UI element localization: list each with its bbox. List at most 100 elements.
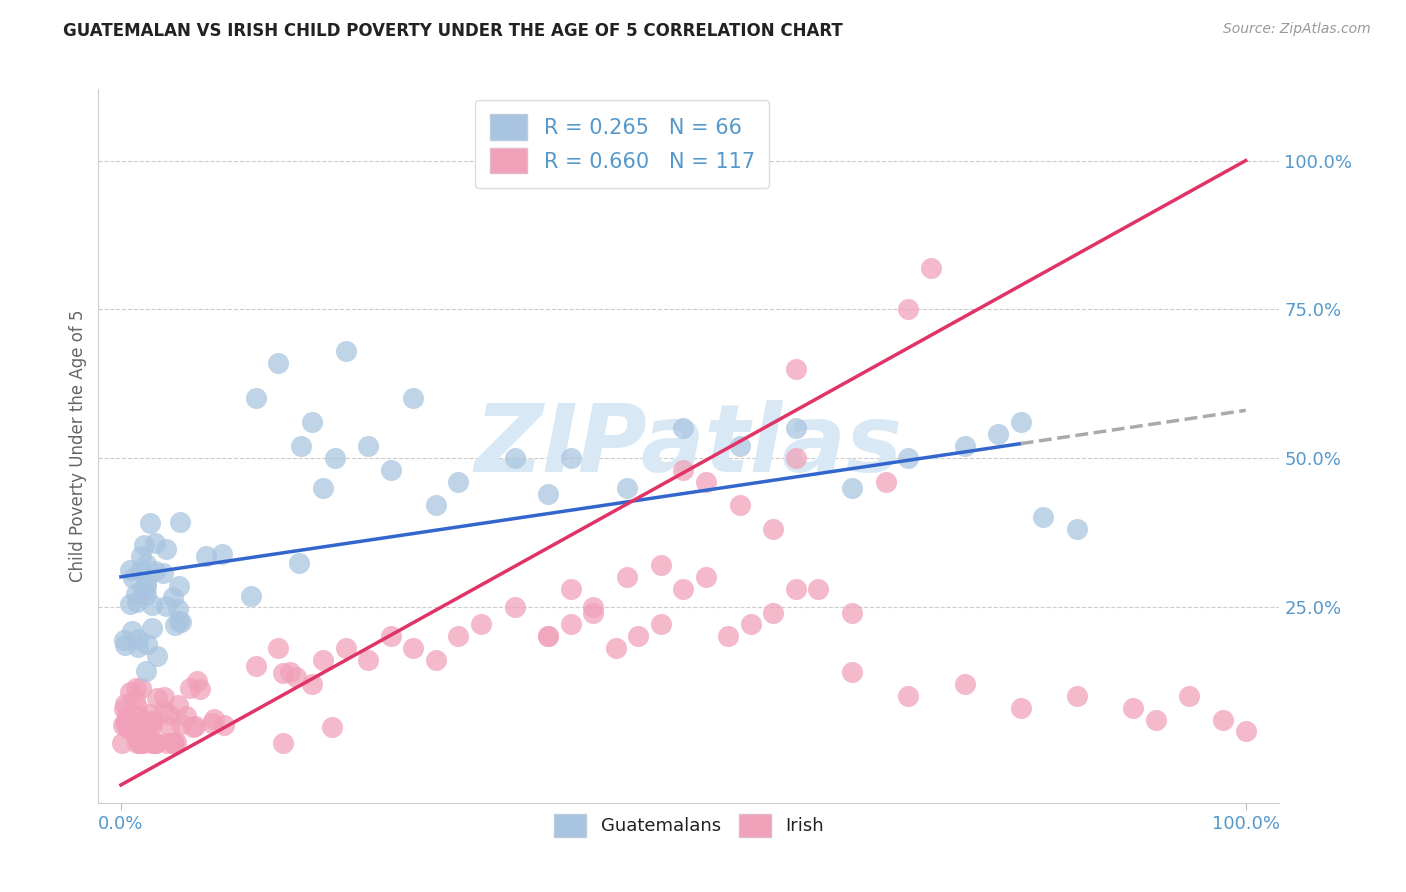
Point [124,692,146,706]
Point [118,685,141,699]
Point [650,558,672,572]
Point [129,549,152,564]
Point [447,629,470,643]
Point [1032,510,1054,524]
Point [717,629,740,643]
Point [582,599,605,614]
Point [127,632,149,647]
Point [135,576,157,591]
Point [141,718,163,732]
Point [121,714,143,729]
Point [841,665,863,679]
Point [146,691,169,706]
Point [165,735,187,749]
Point [402,392,425,406]
Point [537,629,560,643]
Point [135,580,157,594]
Point [897,450,920,465]
Point [1178,689,1201,703]
Point [117,714,139,728]
Point [129,736,152,750]
Point [245,392,267,406]
Text: ZIPatlas: ZIPatlas [475,400,903,492]
Point [287,556,309,570]
Point [129,730,152,744]
Point [785,421,807,435]
Point [202,712,225,726]
Point [290,439,312,453]
Point [1234,724,1257,739]
Point [357,439,380,453]
Point [728,439,751,453]
Point [179,681,201,695]
Point [616,570,638,584]
Point [211,547,233,561]
Point [139,714,162,728]
Point [138,729,160,743]
Point [201,715,224,730]
Point [537,629,560,643]
Point [582,606,605,620]
Point [785,361,807,376]
Point [135,588,157,602]
Point [301,415,323,429]
Point [470,617,492,632]
Point [162,591,184,605]
Point [111,718,134,732]
Point [380,463,402,477]
Point [425,499,447,513]
Point [143,736,166,750]
Point [312,653,335,667]
Point [121,571,143,585]
Point [114,638,136,652]
Point [118,563,141,577]
Point [127,724,149,739]
Point [186,673,208,688]
Point [560,582,582,596]
Point [122,716,145,731]
Point [134,718,156,732]
Point [156,736,179,750]
Point [152,566,174,580]
Point [174,708,197,723]
Point [335,641,357,656]
Text: GUATEMALAN VS IRISH CHILD POVERTY UNDER THE AGE OF 5 CORRELATION CHART: GUATEMALAN VS IRISH CHILD POVERTY UNDER … [63,22,844,40]
Point [271,736,294,750]
Point [162,736,184,750]
Point [181,721,204,735]
Point [183,719,205,733]
Point [143,564,166,578]
Point [447,475,470,489]
Point [728,499,751,513]
Point [145,736,167,750]
Point [1066,689,1088,703]
Point [120,717,142,731]
Point [142,736,165,750]
Point [142,714,165,728]
Point [111,736,134,750]
Point [128,564,150,578]
Point [117,709,139,723]
Point [141,621,163,635]
Point [271,665,294,680]
Point [195,549,218,563]
Point [672,421,695,435]
Point [897,689,920,703]
Point [357,653,380,667]
Point [134,736,156,750]
Point [132,727,155,741]
Point [135,665,157,679]
Point [560,450,582,465]
Point [323,450,346,465]
Point [841,481,863,495]
Point [152,704,174,718]
Point [114,715,136,730]
Point [1212,713,1234,727]
Point [117,721,139,735]
Point [112,702,135,716]
Point [1066,522,1088,536]
Point [301,677,323,691]
Point [245,659,267,673]
Point [875,475,897,489]
Point [278,665,301,679]
